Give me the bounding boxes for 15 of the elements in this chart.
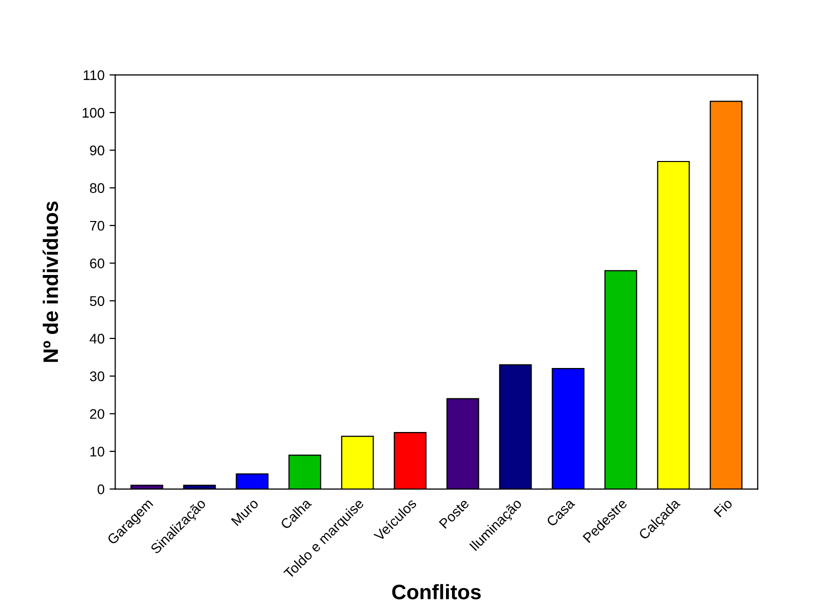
- y-tick-label: 0: [98, 484, 104, 494]
- y-tick-label: 40: [90, 334, 104, 344]
- y-tick-label: 110: [84, 70, 104, 80]
- y-tick-label: 10: [90, 446, 104, 457]
- y-tick-label: 80: [90, 183, 104, 194]
- y-tick-label: 20: [90, 409, 104, 419]
- y-tick-label: 60: [90, 258, 104, 268]
- y-axis-title: Nº de indivíduos: [42, 201, 58, 362]
- y-tick-label: 50: [90, 296, 104, 306]
- y-tick-label: 30: [90, 371, 104, 382]
- x-axis-title: Conflitos: [392, 584, 481, 600]
- y-tick-label: 90: [90, 146, 104, 156]
- y-tick-label: 70: [90, 220, 104, 231]
- x-tick-label: Fio: [713, 498, 733, 518]
- y-tick-label: 100: [82, 108, 104, 118]
